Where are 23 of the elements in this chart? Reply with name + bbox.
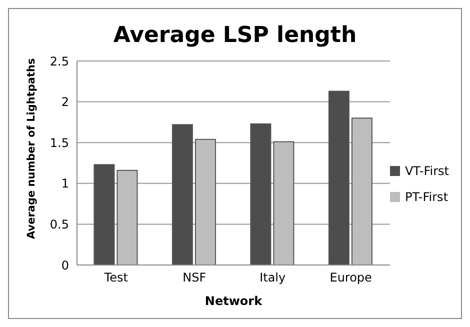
bar [328, 90, 350, 265]
y-axis-title: Average number of Lightpaths [26, 58, 38, 239]
y-tick-label: 0.5 [50, 217, 69, 232]
bar [172, 124, 193, 265]
bar [351, 118, 372, 265]
bar [250, 123, 272, 265]
x-tick-label: NSF [182, 270, 206, 285]
bar [116, 170, 138, 265]
x-axis-title: Network [204, 294, 264, 308]
bar [273, 141, 294, 265]
x-tick-label: Italy [260, 270, 286, 285]
y-tick-label: 0 [61, 258, 69, 272]
bar [94, 164, 115, 265]
chart-title: Average LSP length [112, 23, 358, 50]
legend-label: VT-First [404, 164, 449, 178]
y-tick-label: 2.5 [50, 54, 69, 68]
y-tick-label: 2 [61, 95, 69, 110]
y-tick-label: 1 [61, 176, 69, 191]
x-tick-label: Europe [330, 270, 372, 285]
x-tick-label: Test [103, 270, 128, 285]
legend-label: PT-First [404, 190, 448, 204]
y-tick-label: 1.5 [50, 136, 69, 150]
bar [194, 138, 216, 265]
